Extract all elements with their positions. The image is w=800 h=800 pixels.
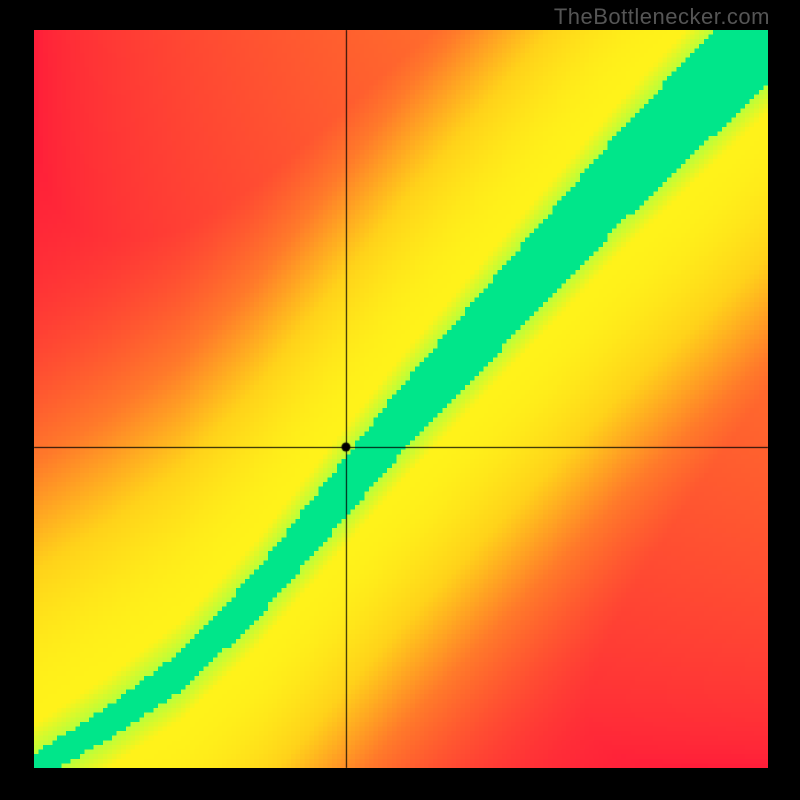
crosshair-overlay xyxy=(0,0,800,800)
chart-container: TheBottlenecker.com xyxy=(0,0,800,800)
